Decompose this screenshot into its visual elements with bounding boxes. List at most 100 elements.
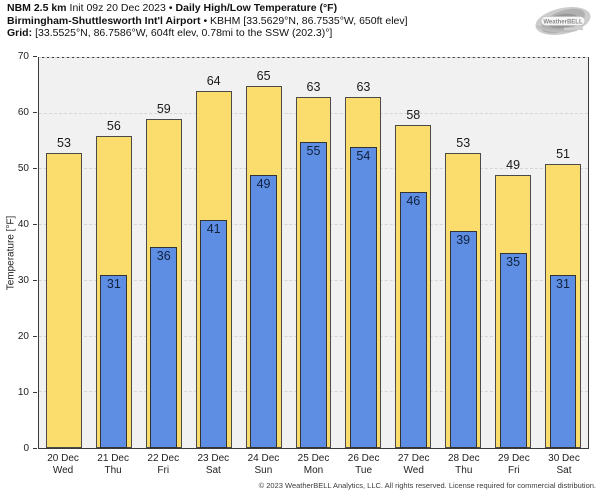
low-temp-value: 36 xyxy=(156,249,171,264)
high-temp-value: 58 xyxy=(406,107,421,122)
y-tick-label: 50 xyxy=(17,163,29,174)
x-tick-day: Fri xyxy=(157,464,170,476)
low-temp-bar: 54 xyxy=(349,147,377,448)
logo-text: WeatherBELL xyxy=(543,19,583,25)
bar-group: 49 35 xyxy=(488,58,538,448)
low-temp-value: 35 xyxy=(506,255,521,269)
copyright-notice: © 2023 WeatherBELL Analytics, LLC. All r… xyxy=(258,481,596,490)
bar-group: 53 xyxy=(39,58,89,448)
x-tick-day: Sat xyxy=(205,464,221,476)
x-tick-day: Fri xyxy=(508,464,520,476)
bar-group: 59 36 xyxy=(139,58,189,448)
x-tick-label: 20 Dec Wed xyxy=(38,453,88,476)
low-temp-bar: 39 xyxy=(449,230,477,448)
low-temp-bar: 35 xyxy=(499,253,527,448)
y-tick-label: 70 xyxy=(17,51,29,62)
low-temp-bar: 36 xyxy=(150,247,178,448)
grid-info: [33.5525°N, 86.7586°W, 604ft elev, 0.78m… xyxy=(35,27,333,39)
x-tick-day: Tue xyxy=(355,464,373,476)
low-temp-bar: 31 xyxy=(549,275,577,448)
x-tick-date: 26 Dec xyxy=(347,453,380,464)
y-tick-label: 10 xyxy=(17,387,29,399)
x-tick-date: 25 Dec xyxy=(297,453,330,464)
header-line-1: NBM 2.5 km Init 09z 20 Dec 2023 • Daily Hig… xyxy=(7,2,408,15)
y-tick-mark xyxy=(33,448,37,449)
product-title: Daily High/Low Temperature (°F) xyxy=(175,2,338,14)
x-tick-date: 23 Dec xyxy=(197,453,230,464)
bars-layer: 53 56 31 59 36 64 41 65 49 63 55 63 54 58 46 53 39 49 35 51… xyxy=(39,58,588,448)
y-tick-label: 20 xyxy=(17,331,29,343)
x-tick-label: 28 Dec Thu xyxy=(439,453,489,476)
x-tick-date: 22 Dec xyxy=(147,453,180,464)
high-temp-value: 65 xyxy=(256,68,271,83)
chart-header: NBM 2.5 km Init 09z 20 Dec 2023 • Daily Hig… xyxy=(7,2,408,40)
high-temp-value: 53 xyxy=(57,135,71,150)
high-temp-value: 63 xyxy=(356,80,371,94)
low-temp-value: 54 xyxy=(356,149,371,164)
bar-group: 51 31 xyxy=(538,58,588,448)
y-tick-mark xyxy=(33,336,37,337)
gridline xyxy=(39,57,588,58)
x-axis: 20 Dec Wed 21 Dec Thu 22 Dec Fri 23 Dec Sat 24 D… xyxy=(38,453,589,476)
y-tick-label: 0 xyxy=(23,443,29,454)
x-tick-label: 22 Dec Fri xyxy=(138,453,188,476)
x-tick-label: 23 Dec Sat xyxy=(188,453,238,476)
high-temp-value: 59 xyxy=(156,102,171,117)
low-temp-value: 31 xyxy=(106,277,121,292)
weatherbell-logo-icon: WeatherBELL xyxy=(535,7,591,35)
x-tick-label: 25 Dec Mon xyxy=(288,453,338,476)
x-tick-day: Thu xyxy=(455,464,473,476)
high-temp-value: 56 xyxy=(106,119,121,133)
low-temp-value: 39 xyxy=(456,232,471,247)
y-tick-mark xyxy=(33,280,37,281)
separator-dot: • xyxy=(168,2,173,14)
bar-group: 64 41 xyxy=(189,58,239,448)
station-name: Birmingham-Shuttlesworth Int'l Airport xyxy=(7,14,201,27)
bar-group: 63 54 xyxy=(338,58,388,448)
x-tick-day: Wed xyxy=(52,464,74,476)
high-temp-value: 63 xyxy=(306,80,321,94)
x-tick-day: Sun xyxy=(254,464,273,476)
x-tick-label: 30 Dec Sat xyxy=(539,453,589,476)
low-temp-bar: 46 xyxy=(399,191,427,448)
grid-label: Grid: xyxy=(7,27,33,39)
y-tick-mark xyxy=(33,168,37,169)
model-name: NBM 2.5 km xyxy=(7,2,67,14)
x-tick-date: 21 Dec xyxy=(97,453,129,464)
y-tick-label: 40 xyxy=(17,219,29,231)
y-tick-mark xyxy=(33,392,37,393)
low-temp-value: 31 xyxy=(556,277,570,292)
station-info: • KBHM [33.5629°N, 86.7535°W, 650ft elev… xyxy=(203,14,408,27)
low-temp-bar: 55 xyxy=(300,141,327,448)
header-line-3: Grid: [33.5525°N, 86.7586°W, 604ft elev, … xyxy=(7,27,408,40)
low-temp-value: 41 xyxy=(206,221,221,236)
high-temp-value: 64 xyxy=(206,74,221,89)
high-temp-value: 53 xyxy=(456,135,471,150)
y-tick-label: 60 xyxy=(17,107,29,118)
y-tick-label: 30 xyxy=(17,275,29,286)
low-temp-bar: 31 xyxy=(100,275,128,448)
low-temp-value: 55 xyxy=(306,143,321,158)
x-tick-day: Sat xyxy=(556,464,572,476)
y-tick-mark xyxy=(33,112,37,113)
low-temp-value: 46 xyxy=(406,193,421,208)
bar-group: 56 31 xyxy=(89,58,139,448)
low-temp-bar: 41 xyxy=(200,219,228,448)
high-temp-value: 51 xyxy=(556,146,570,161)
low-temp-value: 49 xyxy=(256,177,271,191)
bar-group: 65 49 xyxy=(239,58,289,448)
bar-group: 53 39 xyxy=(438,58,488,448)
bar-group: 63 55 xyxy=(289,58,339,448)
x-tick-date: 24 Dec xyxy=(247,453,280,464)
low-temp-bar: 49 xyxy=(250,175,278,448)
x-tick-day: Thu xyxy=(104,464,122,476)
x-tick-date: 30 Dec xyxy=(548,453,580,464)
x-tick-date: 28 Dec xyxy=(447,453,480,464)
high-temp-value: 49 xyxy=(506,158,521,172)
x-tick-date: 27 Dec xyxy=(397,453,430,464)
x-tick-date: 20 Dec xyxy=(47,453,79,464)
x-tick-label: 21 Dec Thu xyxy=(88,453,138,476)
x-tick-date: 29 Dec xyxy=(498,453,530,464)
x-tick-day: Mon xyxy=(303,464,324,476)
high-temp-bar xyxy=(45,152,82,448)
